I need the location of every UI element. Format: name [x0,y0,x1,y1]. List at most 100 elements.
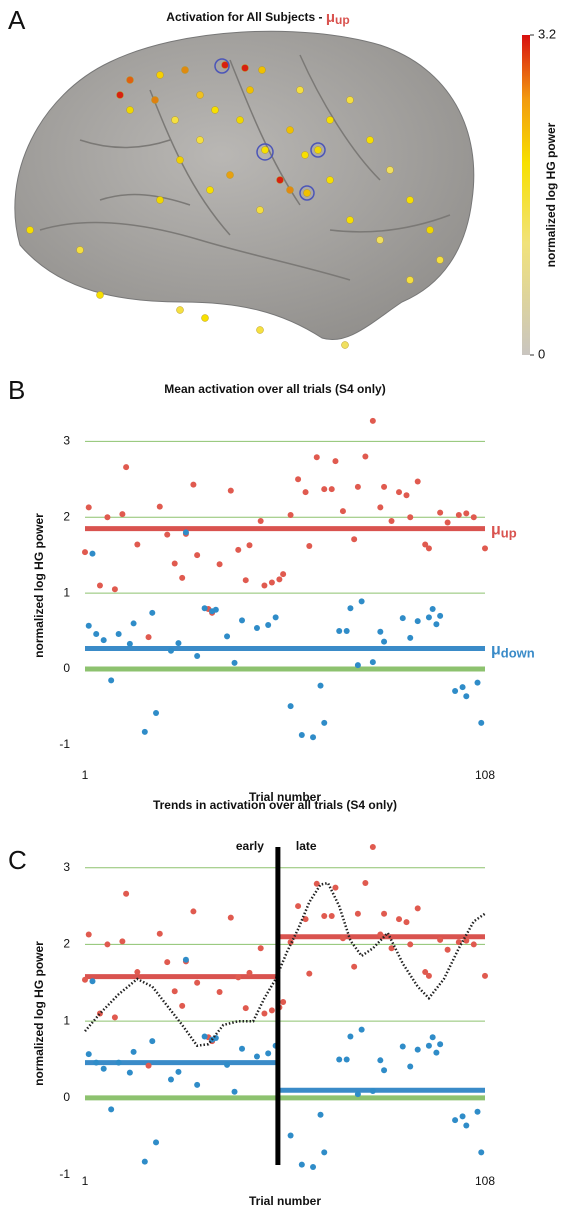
point [104,514,111,521]
point [175,1068,182,1075]
electrode [326,116,334,124]
point [354,483,361,490]
point [164,531,171,538]
point [212,606,219,613]
point [265,621,272,628]
point [339,508,346,515]
electrode [241,64,249,72]
point [478,1149,485,1156]
point [399,1043,406,1050]
point [82,976,88,983]
point [332,884,339,891]
electrode [286,126,294,134]
panel-label: A [8,5,26,35]
trend-line [84,881,486,1048]
point [111,1014,118,1021]
point [459,684,466,691]
electrodes [26,58,444,349]
electrode [406,276,414,284]
point [362,453,369,460]
point [381,910,388,917]
point [108,1106,115,1113]
point [100,637,107,644]
point [85,1051,92,1058]
point [175,640,182,647]
point [321,719,328,726]
point [321,486,328,493]
point [93,631,100,638]
point [425,614,432,621]
point [261,582,268,589]
point [287,1132,294,1139]
mean-subscript: down [501,646,535,661]
point [179,1002,186,1009]
point [369,659,376,666]
electrode [26,226,34,234]
electrode [261,146,269,154]
point [463,693,470,700]
point [369,1088,376,1095]
point [328,913,335,920]
brain [14,30,475,340]
point [257,518,264,525]
point [463,510,470,517]
panel-label: C [8,845,27,875]
point [313,880,320,887]
point [306,970,313,977]
point [153,709,160,716]
point [459,1113,466,1120]
electrode [296,86,304,94]
panel-label: B [8,375,25,405]
point [145,634,152,641]
point [482,972,488,979]
point [235,546,242,553]
mean-symbol: μ [491,522,501,539]
point [414,618,421,625]
point [354,910,361,917]
point [336,628,343,635]
x-tick-label: 1 [82,1174,89,1188]
y-tick-label: 2 [63,937,70,951]
point [156,503,163,510]
point [171,988,178,995]
point [407,1063,414,1070]
point [339,935,346,942]
point [96,582,103,589]
point [343,1056,350,1063]
y-tick-label: -1 [59,737,70,751]
point [276,576,283,583]
point [422,541,429,548]
title-mu: μ [326,9,335,26]
electrode-highlight [256,143,274,161]
point [194,979,201,986]
y-tick-label: 3 [63,860,70,874]
point [242,577,249,584]
point [351,536,358,543]
electrode [226,171,234,179]
point [425,1042,432,1049]
divider-right-label: late [296,839,317,853]
colorbar-label: normalized log HG power [544,122,558,267]
electrode [126,106,134,114]
electrode [341,341,349,349]
point [377,1057,384,1064]
point [201,605,208,612]
mean-subscript: up [501,526,517,541]
point [381,483,388,490]
point [268,1007,275,1014]
point [347,1033,354,1040]
electrode [181,66,189,74]
point [115,1059,122,1066]
point [414,478,421,485]
point [141,728,148,735]
point [194,653,201,660]
point [306,543,313,550]
point [474,679,481,686]
electrode [116,91,124,99]
point [231,659,238,666]
point [216,989,223,996]
point [246,542,253,549]
electrode [346,96,354,104]
point [85,931,92,938]
mean-label: μdown [491,642,535,661]
